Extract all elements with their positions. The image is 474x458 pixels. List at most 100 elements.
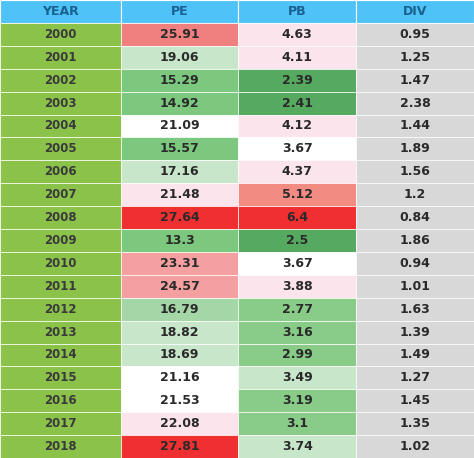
Text: 2009: 2009 bbox=[44, 234, 77, 247]
Text: 15.57: 15.57 bbox=[160, 142, 200, 155]
Text: 2007: 2007 bbox=[44, 188, 77, 201]
Text: 1.86: 1.86 bbox=[400, 234, 430, 247]
Text: 3.16: 3.16 bbox=[282, 326, 312, 338]
Bar bbox=[238, 252, 356, 275]
Bar bbox=[238, 69, 356, 92]
Bar bbox=[356, 275, 474, 298]
Text: 4.63: 4.63 bbox=[282, 28, 312, 41]
Text: 2017: 2017 bbox=[44, 417, 77, 430]
Text: 0.95: 0.95 bbox=[400, 28, 430, 41]
Text: 1.02: 1.02 bbox=[400, 440, 430, 453]
Bar bbox=[238, 435, 356, 458]
Bar bbox=[356, 0, 474, 23]
Bar bbox=[356, 298, 474, 321]
Text: 2013: 2013 bbox=[44, 326, 77, 338]
Bar bbox=[238, 275, 356, 298]
Text: 25.91: 25.91 bbox=[160, 28, 200, 41]
Bar bbox=[356, 252, 474, 275]
Bar bbox=[0, 206, 121, 229]
Bar bbox=[0, 23, 121, 46]
Text: 0.84: 0.84 bbox=[400, 211, 430, 224]
Bar bbox=[121, 252, 238, 275]
Bar bbox=[0, 344, 121, 366]
Text: 2002: 2002 bbox=[44, 74, 77, 87]
Text: 1.01: 1.01 bbox=[400, 280, 430, 293]
Bar bbox=[121, 344, 238, 366]
Bar bbox=[356, 114, 474, 137]
Text: 19.06: 19.06 bbox=[160, 51, 200, 64]
Text: 1.2: 1.2 bbox=[404, 188, 426, 201]
Text: 22.08: 22.08 bbox=[160, 417, 200, 430]
Text: 2015: 2015 bbox=[44, 371, 77, 384]
Bar bbox=[0, 0, 121, 23]
Bar bbox=[0, 69, 121, 92]
Text: 27.81: 27.81 bbox=[160, 440, 200, 453]
Bar bbox=[356, 23, 474, 46]
Bar bbox=[121, 321, 238, 344]
Text: 2001: 2001 bbox=[44, 51, 77, 64]
Bar bbox=[121, 114, 238, 137]
Text: 15.29: 15.29 bbox=[160, 74, 200, 87]
Text: 4.11: 4.11 bbox=[282, 51, 313, 64]
Bar bbox=[356, 69, 474, 92]
Bar bbox=[121, 435, 238, 458]
Text: 3.1: 3.1 bbox=[286, 417, 308, 430]
Text: 2004: 2004 bbox=[44, 120, 77, 132]
Text: 2016: 2016 bbox=[44, 394, 77, 407]
Bar bbox=[0, 298, 121, 321]
Bar bbox=[0, 114, 121, 137]
Text: 13.3: 13.3 bbox=[164, 234, 195, 247]
Text: 4.12: 4.12 bbox=[282, 120, 313, 132]
Text: 1.47: 1.47 bbox=[400, 74, 430, 87]
Text: 6.4: 6.4 bbox=[286, 211, 308, 224]
Bar bbox=[238, 0, 356, 23]
Text: 2000: 2000 bbox=[44, 28, 77, 41]
Text: 3.74: 3.74 bbox=[282, 440, 313, 453]
Bar bbox=[238, 114, 356, 137]
Text: 3.49: 3.49 bbox=[282, 371, 312, 384]
Bar bbox=[0, 183, 121, 206]
Text: 1.89: 1.89 bbox=[400, 142, 430, 155]
Text: 3.88: 3.88 bbox=[282, 280, 312, 293]
Bar bbox=[0, 137, 121, 160]
Bar bbox=[121, 298, 238, 321]
Bar bbox=[356, 229, 474, 252]
Text: 2008: 2008 bbox=[44, 211, 77, 224]
Bar bbox=[0, 160, 121, 183]
Bar bbox=[238, 344, 356, 366]
Bar bbox=[238, 321, 356, 344]
Bar bbox=[356, 366, 474, 389]
Bar bbox=[238, 160, 356, 183]
Text: 1.27: 1.27 bbox=[400, 371, 430, 384]
Text: 2.38: 2.38 bbox=[400, 97, 430, 109]
Text: 2012: 2012 bbox=[44, 303, 77, 316]
Text: 2.77: 2.77 bbox=[282, 303, 313, 316]
Bar bbox=[356, 92, 474, 114]
Text: 2.5: 2.5 bbox=[286, 234, 308, 247]
Bar bbox=[356, 435, 474, 458]
Bar bbox=[0, 275, 121, 298]
Bar bbox=[121, 275, 238, 298]
Bar bbox=[356, 183, 474, 206]
Bar bbox=[0, 389, 121, 412]
Bar bbox=[238, 229, 356, 252]
Bar bbox=[238, 366, 356, 389]
Bar bbox=[238, 23, 356, 46]
Text: 1.35: 1.35 bbox=[400, 417, 430, 430]
Bar bbox=[121, 92, 238, 114]
Text: 3.67: 3.67 bbox=[282, 142, 312, 155]
Text: DIV: DIV bbox=[403, 5, 427, 18]
Bar bbox=[238, 137, 356, 160]
Bar bbox=[356, 344, 474, 366]
Bar bbox=[356, 160, 474, 183]
Text: 21.48: 21.48 bbox=[160, 188, 200, 201]
Text: 23.31: 23.31 bbox=[160, 257, 200, 270]
Bar bbox=[121, 69, 238, 92]
Text: 2014: 2014 bbox=[44, 349, 77, 361]
Bar bbox=[238, 298, 356, 321]
Bar bbox=[121, 46, 238, 69]
Text: 21.16: 21.16 bbox=[160, 371, 200, 384]
Bar bbox=[0, 366, 121, 389]
Text: PE: PE bbox=[171, 5, 189, 18]
Text: 4.37: 4.37 bbox=[282, 165, 313, 178]
